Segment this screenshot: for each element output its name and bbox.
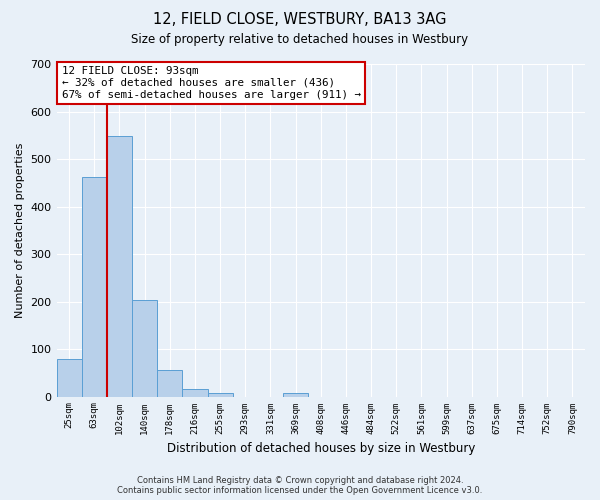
Bar — [82, 177, 107, 396]
Bar — [56, 358, 82, 397]
Bar — [182, 390, 208, 396]
Bar — [283, 393, 308, 396]
Y-axis label: Number of detached properties: Number of detached properties — [15, 142, 25, 318]
Text: Size of property relative to detached houses in Westbury: Size of property relative to detached ho… — [131, 32, 469, 46]
Text: Contains HM Land Registry data © Crown copyright and database right 2024.
Contai: Contains HM Land Registry data © Crown c… — [118, 476, 482, 495]
Bar — [107, 136, 132, 396]
Text: 12, FIELD CLOSE, WESTBURY, BA13 3AG: 12, FIELD CLOSE, WESTBURY, BA13 3AG — [153, 12, 447, 28]
X-axis label: Distribution of detached houses by size in Westbury: Distribution of detached houses by size … — [167, 442, 475, 455]
Text: 12 FIELD CLOSE: 93sqm
← 32% of detached houses are smaller (436)
67% of semi-det: 12 FIELD CLOSE: 93sqm ← 32% of detached … — [62, 66, 361, 100]
Bar — [157, 370, 182, 396]
Bar — [208, 393, 233, 396]
Bar — [132, 300, 157, 396]
